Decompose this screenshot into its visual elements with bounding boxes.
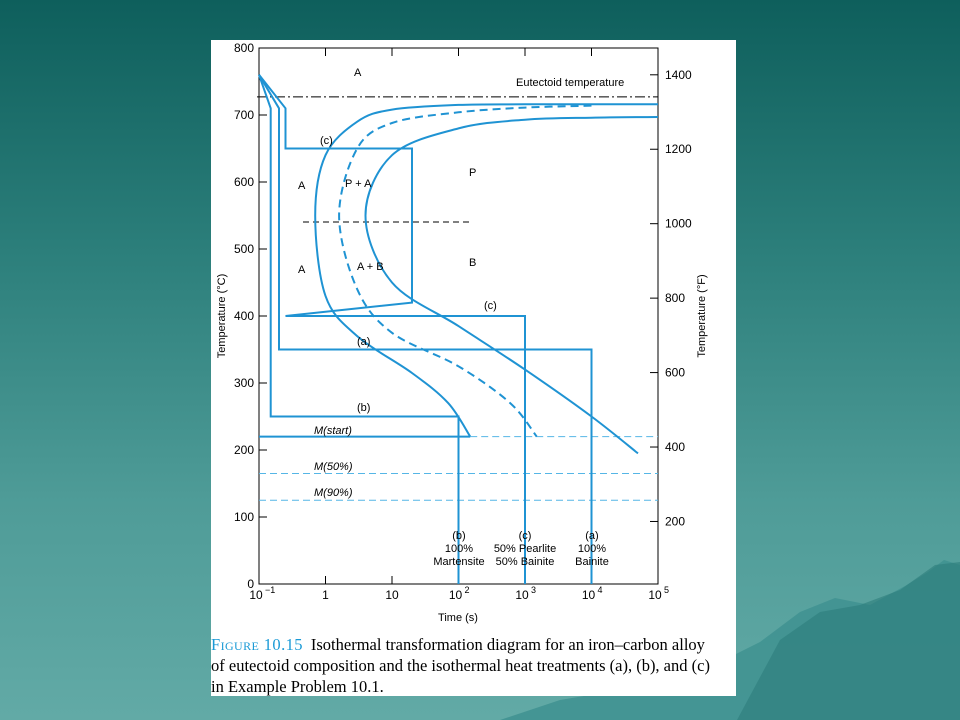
x-axis-ticks: 10 −1 1 10 10 2 10 3 10 4 10 5 bbox=[249, 48, 669, 602]
x-axis-label: Time (s) bbox=[438, 612, 478, 624]
x-tick-label: 10 bbox=[449, 588, 463, 602]
x-tick-label: 1 bbox=[322, 588, 329, 602]
outcome-b-line1: (b) bbox=[452, 530, 465, 542]
y-tick-label: 400 bbox=[234, 309, 254, 323]
figure-caption: Figure 10.15 Isothermal transformation di… bbox=[211, 634, 736, 696]
begin-curve bbox=[314, 103, 659, 438]
region-a-mid: A bbox=[298, 180, 306, 192]
end-curve bbox=[364, 116, 659, 455]
outcome-b-line2: 100% bbox=[445, 543, 473, 555]
x-tick-label: 10 bbox=[515, 588, 529, 602]
region-p: P bbox=[469, 167, 476, 179]
eutectoid-label: Eutectoid temperature bbox=[516, 77, 624, 89]
x-tick-exponent: 4 bbox=[598, 585, 603, 595]
outcome-a-line2: 100% bbox=[578, 543, 606, 555]
right-axis-ticks: 200 400 600 800 1000 1200 1400 bbox=[650, 68, 692, 528]
y-tick-label: 800 bbox=[234, 41, 254, 55]
y2-tick-label: 800 bbox=[665, 291, 685, 305]
outcome-a: (a) 100% Bainite bbox=[575, 530, 609, 568]
x-tick-exponent: 3 bbox=[531, 585, 536, 595]
outcome-b: (b) 100% Martensite bbox=[433, 530, 484, 568]
label-m50: M(50%) bbox=[314, 461, 353, 473]
outcome-a-line3: Bainite bbox=[575, 556, 609, 568]
x-tick-exponent: −1 bbox=[265, 585, 275, 595]
y-tick-label: 300 bbox=[234, 376, 254, 390]
y2-tick-label: 1400 bbox=[665, 68, 692, 82]
x-tick-label: 10 bbox=[385, 588, 399, 602]
y-tick-label: 700 bbox=[234, 108, 254, 122]
label-a: (a) bbox=[357, 336, 370, 348]
y2-tick-label: 1200 bbox=[665, 142, 692, 156]
x-tick-label: 10 bbox=[648, 588, 662, 602]
right-axis-label: Temperature (°F) bbox=[696, 274, 708, 357]
outcome-c-line3: 50% Bainite bbox=[496, 556, 555, 568]
x-tick-label: 10 bbox=[582, 588, 596, 602]
outcome-a-line1: (a) bbox=[585, 530, 598, 542]
y-tick-label: 200 bbox=[234, 443, 254, 457]
label-b: (b) bbox=[357, 402, 370, 414]
left-axis-label: Temperature (°C) bbox=[216, 274, 228, 358]
y-tick-label: 0 bbox=[247, 577, 254, 591]
iceberg-shadow bbox=[737, 562, 960, 720]
figure-panel: 0 100 200 300 400 500 600 700 800 200 400 600 800 10… bbox=[211, 40, 736, 696]
treatment-c-path bbox=[258, 74, 526, 584]
region-b: B bbox=[469, 257, 476, 269]
y-tick-label: 100 bbox=[234, 510, 254, 524]
caption-line3: in Example Problem 10.1. bbox=[211, 677, 384, 696]
region-a-low: A bbox=[298, 264, 306, 276]
region-p-plus-a: P + A bbox=[345, 178, 372, 190]
y2-tick-label: 200 bbox=[665, 514, 685, 528]
caption-line1: Isothermal transformation diagram for an… bbox=[310, 635, 705, 654]
region-a-top: A bbox=[354, 67, 362, 79]
x-tick-exponent: 5 bbox=[664, 585, 669, 595]
outcome-c: (c) 50% Pearlite 50% Bainite bbox=[494, 530, 556, 568]
label-m-start: M(start) bbox=[314, 425, 352, 437]
x-tick-exponent: 2 bbox=[465, 585, 470, 595]
label-c-mid: (c) bbox=[484, 300, 497, 312]
y2-tick-label: 1000 bbox=[665, 217, 692, 231]
y2-tick-label: 400 bbox=[665, 440, 685, 454]
treatment-a-path bbox=[258, 74, 593, 584]
label-m90: M(90%) bbox=[314, 487, 353, 499]
outcome-c-line1: (c) bbox=[519, 530, 532, 542]
y-tick-label: 500 bbox=[234, 242, 254, 256]
outcome-c-line2: 50% Pearlite bbox=[494, 543, 556, 555]
caption-line2: of eutectoid composition and the isother… bbox=[211, 656, 710, 675]
y-tick-label: 600 bbox=[234, 175, 254, 189]
label-c-top: (c) bbox=[320, 135, 333, 147]
fifty-percent-curve bbox=[338, 104, 592, 438]
x-tick-label: 10 bbox=[249, 588, 263, 602]
treatment-b-path bbox=[258, 74, 460, 584]
caption-figure-label: Figure 10.15 bbox=[211, 635, 303, 654]
region-a-plus-b: A + B bbox=[357, 261, 384, 273]
y2-tick-label: 600 bbox=[665, 366, 685, 380]
outcome-b-line3: Martensite bbox=[433, 556, 484, 568]
left-axis-ticks: 0 100 200 300 400 500 600 700 800 bbox=[234, 41, 267, 591]
